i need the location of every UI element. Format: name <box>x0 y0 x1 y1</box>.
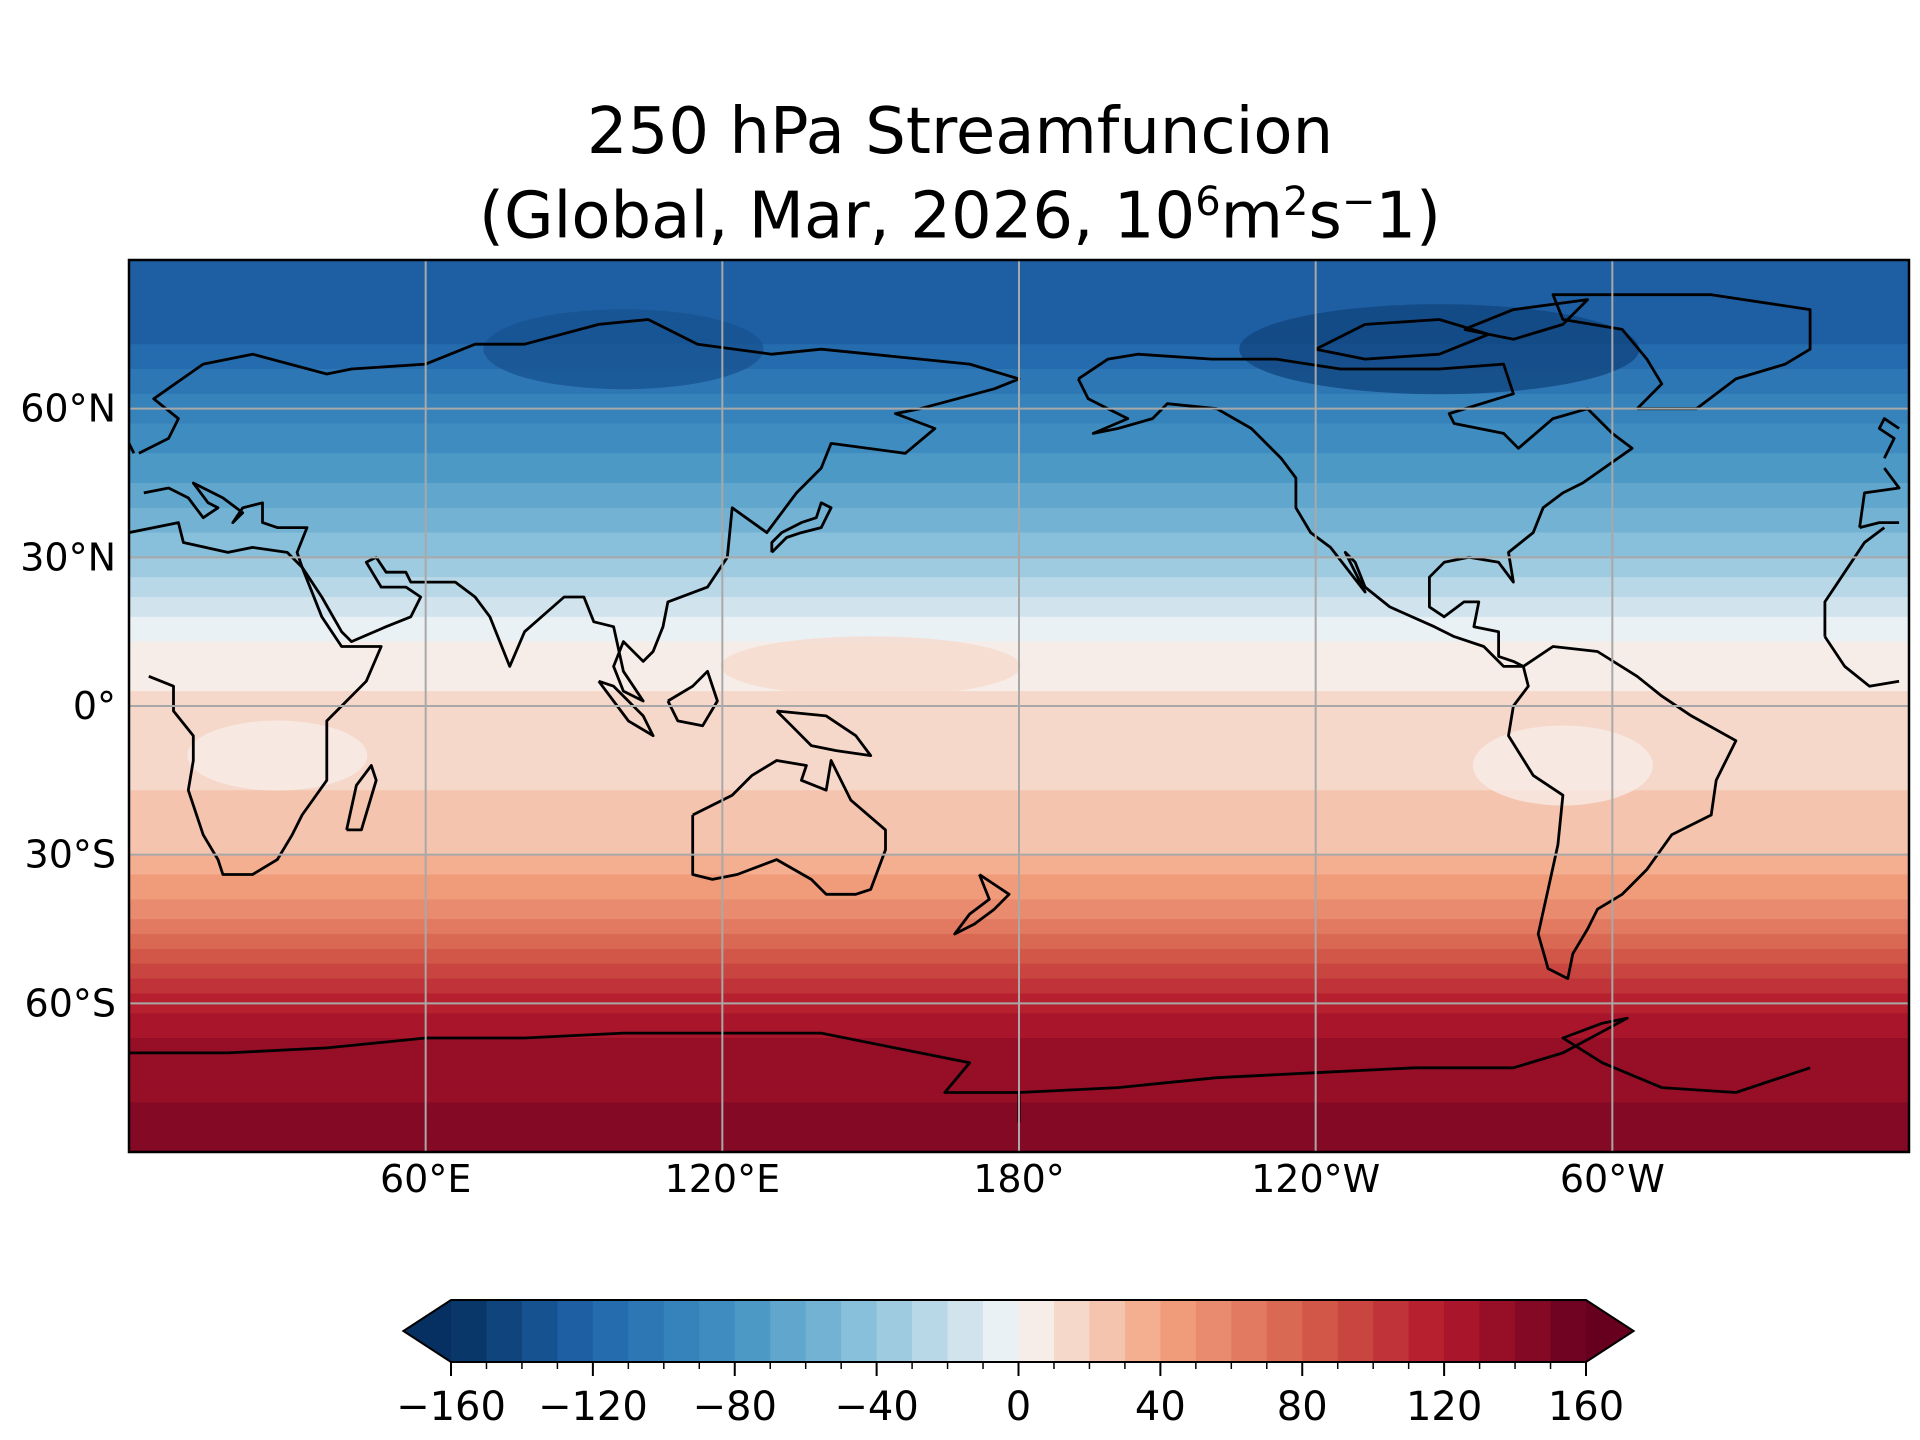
colorbar-bin <box>663 1300 700 1362</box>
colorbar-bin <box>1266 1300 1303 1362</box>
colorbar-bin <box>1018 1300 1055 1362</box>
colorbar-bin <box>1479 1300 1516 1362</box>
coastline <box>1877 417 1900 459</box>
colorbar-bin <box>876 1300 913 1362</box>
title-exp-minus: − <box>1341 179 1376 225</box>
coastline <box>129 521 383 876</box>
coastline <box>775 709 873 757</box>
colorbar-tick-label: 0 <box>1006 1384 1031 1430</box>
coastline <box>1077 352 1634 668</box>
colorbar-tick-label: 40 <box>1135 1384 1186 1430</box>
title-unit-s: s <box>1308 179 1342 254</box>
colorbar-bin <box>1302 1300 1339 1362</box>
colorbar-tick-label: −80 <box>693 1384 777 1430</box>
coastline <box>1823 526 1886 637</box>
coastline <box>1858 467 1901 528</box>
longitude-tick-label: 60°E <box>380 1157 471 1201</box>
colorbar: −160 −120 −80 −40 0 40 80 120 160 <box>396 1299 1636 1430</box>
colorbar-bin <box>1550 1300 1587 1362</box>
latitude-tick-label: 0° <box>73 684 116 728</box>
coastline <box>953 873 1011 936</box>
colorbar-bin <box>983 1300 1020 1362</box>
coastline <box>1507 645 1738 980</box>
colorbar-bin <box>451 1300 488 1362</box>
colorbar-extend-low <box>403 1300 451 1362</box>
colorbar-bin <box>912 1300 949 1362</box>
title-suffix: 1) <box>1375 179 1442 254</box>
colorbar-bin <box>770 1300 807 1362</box>
title-exp-2: 2 <box>1283 179 1309 225</box>
colorbar-bin <box>1089 1300 1126 1362</box>
colorbar-tick-label: 120 <box>1406 1384 1482 1430</box>
latitude-tick-label: 60°N <box>20 387 116 431</box>
colorbar-bin <box>1124 1300 1161 1362</box>
colorbar-bin <box>734 1300 771 1362</box>
latitude-tick-label: 30°S <box>25 833 116 877</box>
title-prefix: (Global, Mar, 2026, 10 <box>478 179 1196 254</box>
colorbar-tick-label: 80 <box>1277 1384 1328 1430</box>
coastline <box>1551 293 1812 411</box>
map-title-line2: (Global, Mar, 2026, 106m2s−1) <box>0 182 1920 248</box>
colorbar-bin <box>1408 1300 1445 1362</box>
colorbar-tick-label: −40 <box>834 1384 918 1430</box>
colorbar-bin <box>841 1300 878 1362</box>
field-anomaly <box>1472 725 1653 806</box>
coastline <box>666 669 719 728</box>
title-unit-m: m <box>1220 179 1284 254</box>
coastlines <box>129 293 1901 1123</box>
coastline <box>770 501 833 554</box>
longitude-labels: 60°E 120°E 180° 120°W 60°W <box>380 1157 1665 1201</box>
colorbar-extend-high <box>1586 1300 1634 1362</box>
colorbar-bin <box>1444 1300 1481 1362</box>
longitude-tick-label: 180° <box>973 1157 1065 1201</box>
coastline <box>691 759 887 896</box>
latitude-tick-label: 60°S <box>25 981 116 1025</box>
latitude-tick-label: 30°N <box>20 535 116 579</box>
field-anomaly <box>483 309 764 390</box>
colorbar-bin <box>1053 1300 1091 1362</box>
coastline <box>345 764 378 832</box>
colorbar-bin <box>486 1300 523 1362</box>
latitude-labels: 60°N 30°N 0° 30°S 60°S <box>20 387 116 1026</box>
longitude-tick-label: 120°E <box>665 1157 781 1201</box>
title-exp-6: 6 <box>1195 179 1221 225</box>
field-anomaly <box>1239 304 1640 395</box>
coastline <box>1859 521 1900 529</box>
coastline <box>1463 298 1589 341</box>
colorbar-bin <box>592 1300 629 1362</box>
map-title-line1: 250 hPa Streamfuncion <box>586 95 1334 169</box>
colorbar-bin <box>1195 1300 1232 1362</box>
colorbar-tick-label: −160 <box>396 1384 506 1430</box>
colorbar-bin <box>947 1300 984 1362</box>
field-anomaly <box>720 636 1021 697</box>
colorbar-bin <box>1373 1300 1410 1362</box>
colorbar-tick-label: 160 <box>1548 1384 1624 1430</box>
gridlines <box>129 260 1909 1152</box>
colorbar-bin <box>1515 1300 1552 1362</box>
longitude-tick-label: 60°W <box>1560 1157 1665 1201</box>
longitude-tick-label: 120°W <box>1251 1157 1380 1201</box>
colorbar-bin <box>628 1300 665 1362</box>
colorbar-bin <box>1160 1300 1197 1362</box>
coastline <box>597 679 655 738</box>
coastline <box>1017 1016 1811 1123</box>
map-frame <box>127 258 1911 1154</box>
coastline <box>138 318 1021 703</box>
colorbar-tick-label: −120 <box>538 1384 648 1430</box>
colorbar-bin <box>1231 1300 1268 1362</box>
colorbar-bin <box>557 1300 594 1362</box>
coastline <box>1823 635 1900 688</box>
colorbar-bin <box>521 1300 559 1362</box>
colorbar-bin <box>1337 1300 1374 1362</box>
field-anomaly <box>187 720 368 791</box>
colorbar-bin <box>805 1300 842 1362</box>
colorbar-bin <box>699 1300 736 1362</box>
